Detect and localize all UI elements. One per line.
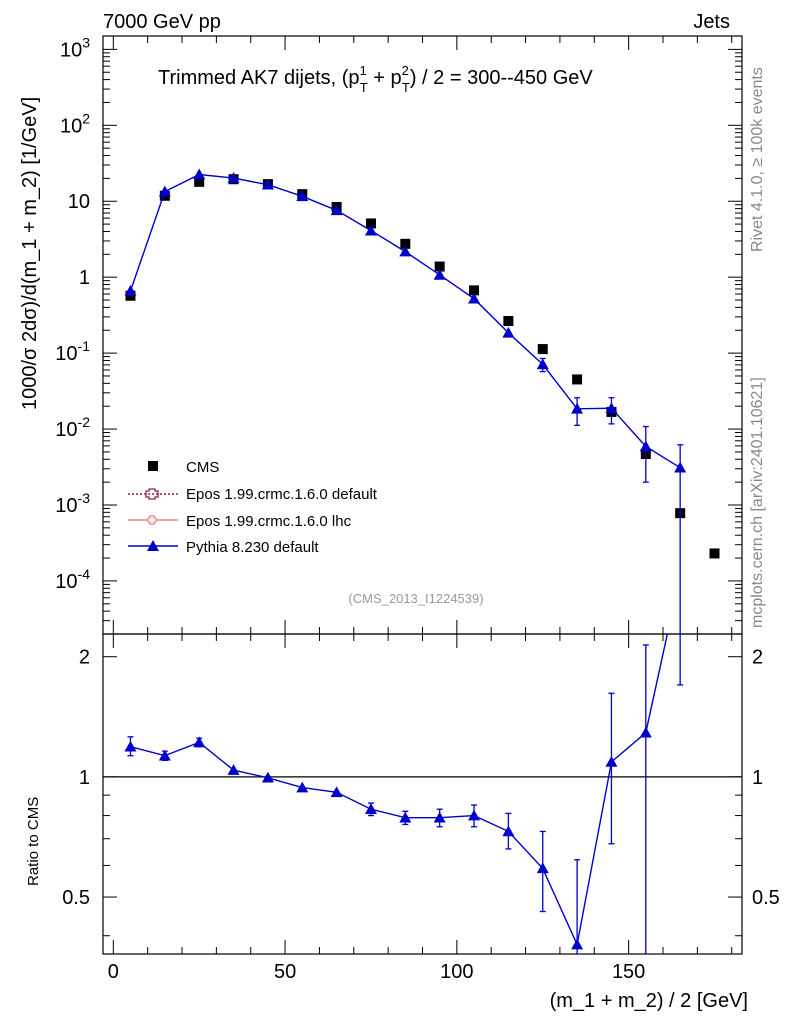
pythia-point-ratio	[536, 862, 549, 874]
legend-marker-epos-default	[145, 488, 159, 500]
pythia-point-main	[158, 185, 171, 197]
pythia-point-main	[124, 284, 137, 296]
pythia-point-main	[605, 402, 618, 414]
pythia-point-main	[674, 461, 687, 473]
y-tick-label-ratio: 0.5	[62, 887, 90, 909]
pythia-point-ratio	[227, 764, 240, 775]
x-tick-label: 150	[612, 961, 645, 983]
cms-data-point	[194, 176, 205, 187]
y-tick-label-main: 103	[60, 34, 90, 61]
pythia-point-ratio	[605, 755, 618, 767]
cms-data-point	[709, 548, 720, 559]
legend-marker-pythia	[147, 540, 159, 551]
pythia-point-main	[296, 190, 309, 202]
pythia-point-main	[639, 440, 652, 452]
cms-data-point	[434, 261, 445, 272]
header-left: 7000 GeV pp	[103, 11, 221, 33]
y-tick-label-main: 10	[68, 191, 90, 213]
pythia-line-ratio	[130, 634, 669, 947]
pythia-point-ratio	[158, 749, 171, 761]
y-tick-label-ratio: 2	[79, 647, 90, 669]
x-tick-label: 50	[274, 961, 296, 983]
pythia-point-ratio	[433, 811, 446, 823]
pythia-point-main	[571, 402, 584, 414]
pythia-point-ratio	[639, 726, 652, 738]
y-axis-label-ratio: Ratio to CMS	[25, 797, 42, 886]
y-tick-label-main: 102	[60, 110, 90, 137]
y-tick-label-main: 10-4	[55, 566, 90, 593]
y-tick-label-ratio-right: 0.5	[752, 887, 780, 909]
pythia-point-main	[261, 178, 274, 190]
y-tick-label-main: 10-3	[55, 490, 90, 517]
legend-marker-cms	[148, 461, 158, 471]
y-tick-label-ratio-right: 1	[752, 767, 763, 789]
pythia-point-ratio	[296, 781, 309, 793]
pythia-point-ratio	[571, 938, 584, 950]
cms-data-point	[469, 285, 480, 296]
plot-title: Trimmed AK7 dijets, (p1 T + p2 T) / 2 = 30…	[158, 63, 593, 95]
x-tick-label: 100	[440, 961, 473, 983]
legend-item-epos-default: Epos 1.99.crmc.1.6.0 default	[128, 486, 378, 503]
pythia-line-main	[129, 173, 681, 469]
pythia-point-main	[433, 268, 446, 280]
header-right: Jets	[693, 11, 730, 33]
legend-item-epos-lhc: Epos 1.99.crmc.1.6.0 lhc	[128, 513, 352, 530]
axis-ticks: 0 50 100 150 10-4 10-3 10-2 10-1 1 10 102 103 0.5 0.5…	[55, 34, 780, 983]
pythia-point-main	[330, 204, 343, 216]
y-tick-label-ratio-right: 2	[752, 647, 763, 669]
pythia-point-main	[536, 358, 549, 370]
y-tick-label-main: 1	[79, 267, 90, 289]
legend-label-cms: CMS	[186, 459, 219, 476]
cms-data-point	[537, 344, 548, 355]
legend-label-epos-lhc: Epos 1.99.crmc.1.6.0 lhc	[186, 513, 352, 530]
analysis-id-label: (CMS_2013_I1224539)	[348, 591, 483, 606]
pythia-point-main	[502, 326, 515, 338]
y-axis-label-main: 1000/σ 2dσ)/d(m_1 + m_2) [1/GeV]	[19, 97, 41, 410]
mcplots-label: mcplots.cern.ch [arXiv:2401.10621]	[749, 377, 766, 628]
cms-data-point	[365, 218, 376, 229]
pythia-point-main	[227, 172, 240, 183]
pythia-point-ratio	[330, 786, 343, 798]
legend-label-epos-default: Epos 1.99.crmc.1.6.0 default	[186, 486, 378, 503]
pythia-point-main	[468, 292, 481, 304]
pythia-point-ratio	[261, 771, 274, 783]
pythia-point-ratio	[502, 825, 515, 837]
x-axis-label: (m_1 + m_2) / 2 [GeV]	[550, 990, 748, 1012]
x-tick-label: 0	[108, 961, 119, 983]
data-series	[124, 168, 720, 954]
y-tick-label-ratio: 1	[79, 767, 90, 789]
pythia-point-main	[399, 245, 412, 257]
legend-label-pythia: Pythia 8.230 default	[186, 539, 319, 556]
pythia-point-main	[364, 224, 377, 236]
pythia-point-ratio	[124, 740, 137, 752]
pythia-point-ratio	[364, 803, 377, 814]
legend-marker-epos-lhc	[147, 515, 157, 525]
pythia-point-ratio	[193, 736, 206, 748]
cms-data-point	[503, 315, 514, 326]
cms-data-point	[125, 290, 136, 301]
rivet-version-label: Rivet 4.1.0, ≥ 100k events	[749, 67, 766, 252]
pythia-point-ratio	[399, 811, 412, 823]
ratio-series	[124, 634, 684, 954]
cms-data-point	[572, 374, 583, 385]
legend-item-pythia: Pythia 8.230 default	[128, 539, 319, 556]
cms-data-point	[400, 238, 411, 249]
y-tick-label-main: 10-1	[55, 338, 90, 365]
y-tick-label-main: 10-2	[55, 414, 90, 441]
pythia-point-main	[193, 168, 206, 180]
legend-item-cms: CMS	[148, 459, 219, 476]
legend: CMS Epos 1.99.crmc.1.6.0 default Epos 1.…	[128, 459, 378, 556]
pythia-point-ratio	[468, 809, 481, 821]
